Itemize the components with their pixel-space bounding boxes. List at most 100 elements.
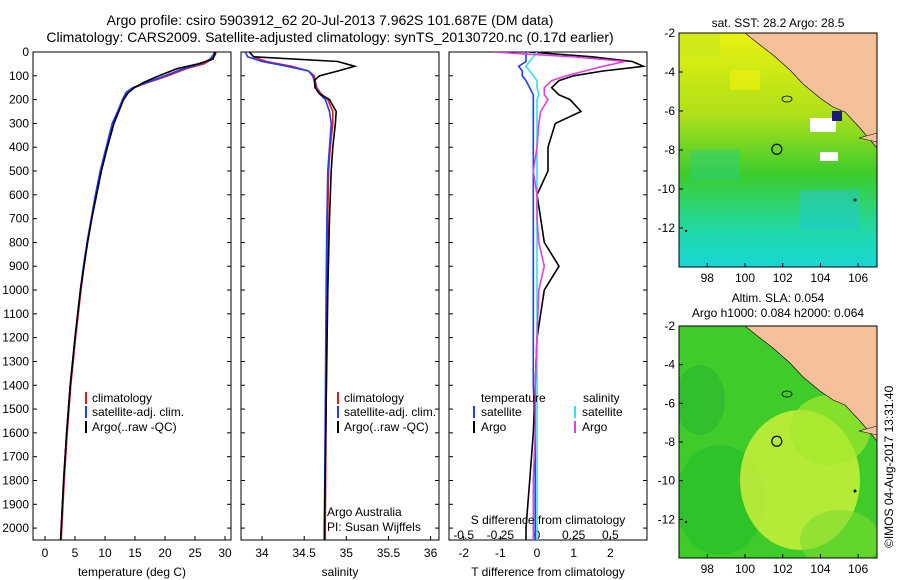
x-tick-label: -1 [495, 546, 506, 560]
salinity-panel [240, 51, 440, 541]
sla-map: Altim. SLA: 0.054 Argo h1000: 0.084 h200… [658, 291, 878, 576]
depth-tick-label: 300 [9, 116, 29, 130]
depth-tick-label: 1300 [2, 354, 29, 368]
depth-tick-label: 700 [9, 212, 29, 226]
temp-legend-climatology: climatology [92, 391, 152, 405]
diff-legend-salinity-title: salinity [583, 391, 620, 405]
depth-tick-label: 0 [22, 45, 29, 59]
depth-tick-label: 1500 [2, 402, 29, 416]
depth-tick-label: 1800 [2, 473, 29, 487]
temperature-series [59, 52, 217, 540]
series-line-argo-raw-qc- [59, 52, 216, 540]
depth-tick-label: 1900 [2, 497, 29, 511]
salinity-x-axis: 34 34.5 35 35.5 36 [255, 536, 438, 560]
map-y-tick-label: -2 [664, 26, 675, 40]
map-y-tick-label: -10 [658, 182, 676, 196]
map-x-tick-label: 100 [735, 271, 755, 285]
series-line-salinity-argo [492, 52, 626, 540]
land-sumatra [744, 33, 877, 149]
title-line-1: Argo profile: csiro 5903912_62 20-Jul-20… [106, 12, 554, 28]
argo-australia-label: Argo Australia [327, 505, 402, 519]
x-tick-label: 30 [218, 546, 232, 560]
x-tick-label: 0 [42, 546, 49, 560]
x-tick-label: 1 [570, 546, 577, 560]
depth-tick-label: 800 [9, 235, 29, 249]
depth-tick-label: 500 [9, 164, 29, 178]
series-line-satellite-adj-clim- [244, 52, 333, 540]
difference-series [492, 52, 647, 540]
map-y-tick-label: -2 [664, 319, 675, 333]
x-tick-label: 36 [424, 546, 438, 560]
series-line-climatology [248, 52, 334, 540]
map-y-tick-label: -4 [664, 65, 675, 79]
series-line-temperature-satellite [517, 52, 537, 540]
temperature-legend: climatology satellite-adj. clim. Argo(..… [85, 391, 184, 434]
temp-legend-satellite: satellite-adj. clim. [92, 405, 184, 419]
sla-title-line1: Altim. SLA: 0.054 [732, 291, 825, 305]
series-line-temperature-argo [525, 52, 647, 540]
x-tick-label: 20 [158, 546, 172, 560]
map-x-tick-label: 106 [848, 562, 868, 576]
series-line-argo-raw-qc- [248, 52, 358, 540]
depth-tick-label: 1000 [2, 283, 29, 297]
diff-legend-s-satellite: satellite [582, 405, 623, 419]
depth-tick-label: 200 [9, 93, 29, 107]
imos-footer: ©IMOS 04-Aug-2017 13:31:40 [882, 385, 896, 548]
sla-map-axes: 98 100 102 104 106 -2 -4 -6 -8 -10 -12 [658, 319, 869, 576]
depth-tick-label: 600 [9, 188, 29, 202]
x-tick-label: 15 [128, 546, 142, 560]
temperature-panel [32, 51, 232, 541]
difference-xlabel: T difference from climatology [471, 565, 625, 579]
temp-legend-argo: Argo(..raw -QC) [92, 420, 177, 434]
difference-top-label: S difference from climatology [471, 513, 626, 527]
temperature-x-axis: 0 5 10 15 20 25 30 [42, 536, 232, 560]
map-y-tick-label: -6 [664, 396, 675, 410]
s-diff-tick-label: -0.25 [487, 528, 515, 542]
map-x-tick-label: 102 [773, 271, 793, 285]
sst-map-title: sat. SST: 28.2 Argo: 28.5 [712, 16, 845, 30]
map-y-tick-label: -8 [664, 435, 675, 449]
map-x-tick-label: 104 [810, 562, 830, 576]
map-y-tick-label: -6 [664, 104, 675, 118]
depth-tick-label: 2000 [2, 521, 29, 535]
map-x-tick-label: 106 [848, 271, 868, 285]
x-tick-label: 34.5 [293, 546, 317, 560]
map-y-tick-label: -12 [658, 512, 676, 526]
x-tick-label: 10 [98, 546, 112, 560]
pi-label: PI: Susan Wijffels [327, 520, 421, 534]
depth-tick-label: 1400 [2, 378, 29, 392]
salinity-legend: climatology satellite-adj. clim. Argo(..… [327, 391, 436, 534]
diff-legend-s-argo: Argo [582, 420, 608, 434]
depth-tick-label: 100 [9, 69, 29, 83]
argo-position-marker-sla [771, 435, 783, 447]
difference-legend: temperature salinity satellite Argo sate… [473, 391, 623, 434]
sst-map-axes: 98 100 102 104 106 -2 -4 -6 -8 -10 -12 [658, 26, 869, 285]
argo-position-marker [771, 143, 783, 155]
difference-x-axis: -2 -1 0 1 2-0.5 -0.25 0 0.25 0.5 [453, 528, 619, 560]
s-diff-tick-label: 0.5 [602, 528, 619, 542]
map-x-tick-label: 98 [701, 562, 715, 576]
series-line-climatology [60, 52, 217, 540]
s-diff-tick-label: 0.25 [562, 528, 586, 542]
title-line-2: Climatology: CARS2009. Satellite-adjuste… [46, 29, 614, 45]
depth-axis: 0 100 200 300 400 500 600 700 800 900 1000 1100 1200… [2, 45, 647, 535]
x-tick-label: 2 [607, 546, 614, 560]
map-y-tick-label: -4 [664, 358, 675, 372]
depth-tick-label: 1200 [2, 331, 29, 345]
map-y-tick-label: -10 [658, 474, 676, 488]
x-tick-label: 35 [340, 546, 354, 560]
x-tick-label: -2 [458, 546, 469, 560]
map-x-tick-label: 98 [701, 271, 715, 285]
depth-tick-label: 1100 [3, 307, 29, 321]
x-tick-label: 25 [188, 546, 202, 560]
diff-legend-t-satellite: satellite [481, 405, 522, 419]
land-sumatra-sla [744, 326, 877, 442]
x-tick-label: 0 [534, 546, 541, 560]
x-tick-label: 5 [72, 546, 79, 560]
series-line-satellite-adj-clim- [59, 52, 215, 540]
x-tick-label: 34 [255, 546, 269, 560]
depth-tick-label: 1600 [2, 426, 29, 440]
depth-tick-label: 900 [9, 259, 29, 273]
x-tick-label: 35.5 [377, 546, 401, 560]
sla-title-line2: Argo h1000: 0.084 h2000: 0.064 [692, 306, 864, 320]
